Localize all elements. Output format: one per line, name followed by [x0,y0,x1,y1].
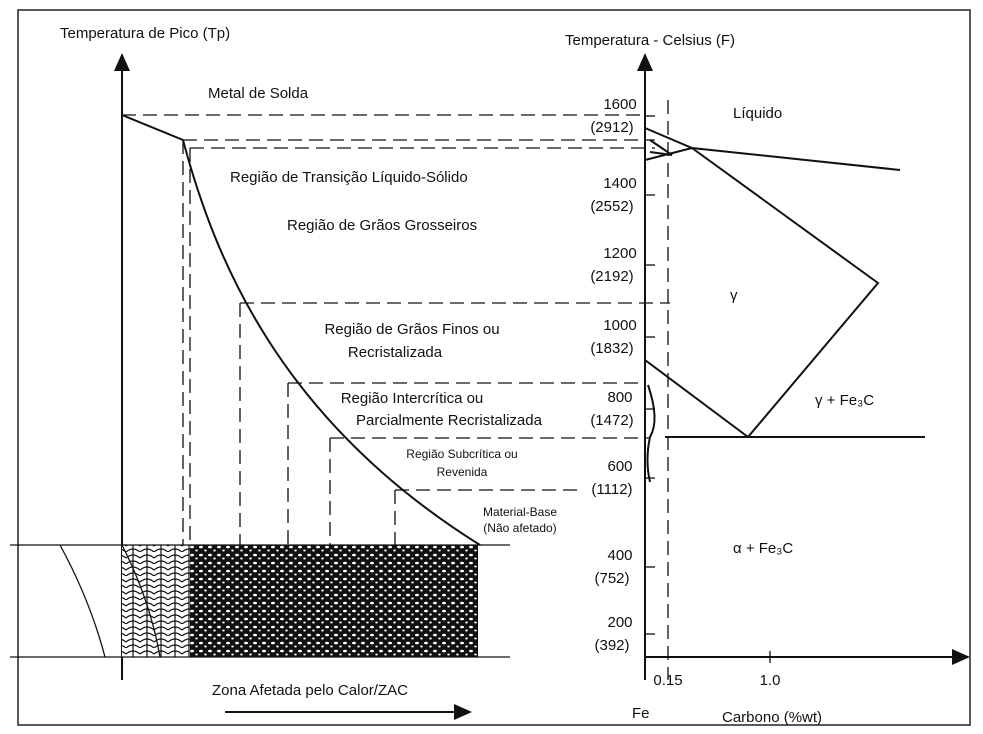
tick-fahrenheit: (752) [594,570,629,587]
diagram: Temperatura de Pico (Tp) Zona Afetada pe… [0,0,983,734]
right-axis-title: Temperatura - Celsius (F) [565,32,735,49]
tick-celsius: 1000 [603,317,636,334]
tick-celsius: 1600 [603,96,636,113]
tick-celsius: 800 [607,389,632,406]
phase-label: γ + Fe₃C [815,392,874,409]
tick-celsius: 200 [607,614,632,631]
tick-fahrenheit: (1112) [591,481,632,498]
weld-section [10,545,510,657]
page: { "left_axis": {"title": "Temperatura de… [0,0,983,734]
region-label: Parcialmente Recristalizada [356,412,543,429]
tick-celsius: 600 [607,458,632,475]
phase-label: Líquido [733,105,782,122]
x-axis-title: Carbono (%wt) [722,709,822,726]
region-label: Região de Grãos Finos ou [324,321,499,338]
phase-label: α + Fe₃C [733,540,793,557]
tick-fahrenheit: (1472) [590,412,633,429]
tick-celsius: 1200 [603,245,636,262]
region-label: Região de Transição Líquido-Sólido [230,169,468,186]
region-label: Metal de Solda [208,85,309,102]
tick-celsius: 400 [607,547,632,564]
x-origin: Fe [632,705,650,722]
region-label: Material-Base [483,505,557,519]
region-label: Recristalizada [348,344,443,361]
region-label: Região Intercrítica ou [341,390,484,407]
tick-fahrenheit: (1832) [590,340,633,357]
region-label: Região de Grãos Grosseiros [287,217,477,234]
tick-fahrenheit: (392) [594,637,629,654]
zone-label: Zona Afetada pelo Calor/ZAC [212,682,408,699]
region-label: Região Subcrítica ou [406,447,517,461]
tick-fahrenheit: (2552) [590,198,633,215]
x-tick-label: 1.0 [760,672,781,689]
phase-label: γ [730,287,738,304]
tick-fahrenheit: (2192) [590,268,633,285]
phase-lines [645,128,925,482]
tick-fahrenheit: (2912) [590,119,633,136]
x-tick-label: 0.15 [653,672,682,689]
tick-celsius: 1400 [603,175,636,192]
region-label: Revenida [437,465,488,479]
region-label: (Não afetado) [483,521,556,535]
left-axis-title: Temperatura de Pico (Tp) [60,25,230,42]
